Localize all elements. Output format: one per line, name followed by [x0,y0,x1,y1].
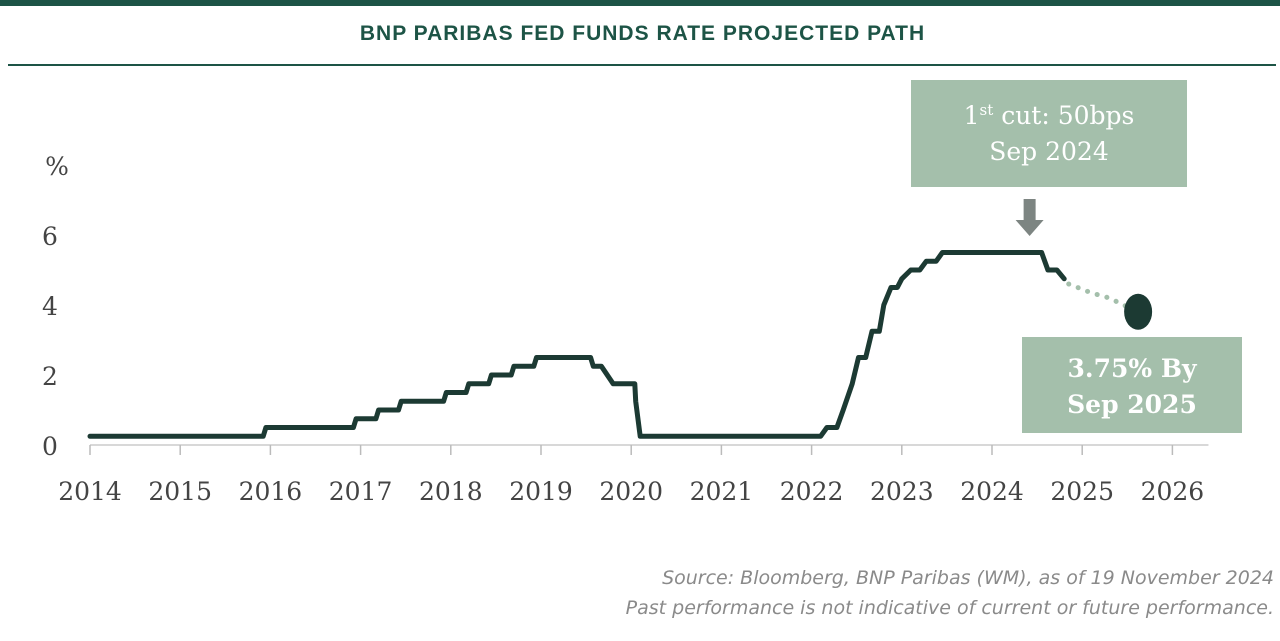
title-divider [8,64,1276,66]
x-tick-label: 2014 [58,477,122,506]
projection-endpoint-marker [1124,293,1153,330]
x-tick-label: 2020 [599,477,663,506]
y-tick-label: 2 [42,362,58,391]
x-tick-label: 2025 [1050,477,1114,506]
x-tick-label: 2017 [329,477,393,506]
disclaimer-note: Past performance is not indicative of cu… [625,597,1274,619]
series-layer [87,250,1130,439]
down-arrow-icon [1015,199,1044,236]
x-tick-label: 2024 [960,477,1024,506]
projection-line2: Sep 2025 [1067,390,1197,419]
marker-layer [1124,293,1153,330]
chart-title: BNP PARIBAS FED FUNDS RATE PROJECTED PAT… [359,22,926,45]
x-tick-label: 2023 [870,477,934,506]
x-tick-label: 2022 [780,477,844,506]
axes: 2014 2015 2016 2017 2018 2019 2020 2021 2022 2023… [42,222,1209,506]
first-cut-line1: 1st cut: 50bps [963,101,1135,130]
y-tick-label: 6 [42,222,58,251]
projection-dotted-line [1066,281,1130,310]
first-cut-annotation: 1st cut: 50bps Sep 2024 [911,80,1187,187]
y-tick-label: 0 [42,432,58,461]
fed-funds-rate-line [87,250,1067,439]
x-tick-label: 2018 [419,477,483,506]
x-tick-label: 2026 [1141,477,1205,506]
top-accent-bar [0,0,1280,6]
projection-line1: 3.75% By [1067,354,1197,383]
x-tick-label: 2015 [148,477,212,506]
y-tick-label: 4 [42,292,58,321]
source-note: Source: Bloomberg, BNP Paribas (WM), as … [662,567,1274,589]
x-tick-label: 2019 [509,477,573,506]
projection-annotation: 3.75% By Sep 2025 [1022,337,1242,433]
first-cut-line2: Sep 2024 [989,137,1109,166]
x-tick-label: 2021 [690,477,754,506]
y-axis-label: % [45,152,69,181]
x-tick-label: 2016 [239,477,303,506]
